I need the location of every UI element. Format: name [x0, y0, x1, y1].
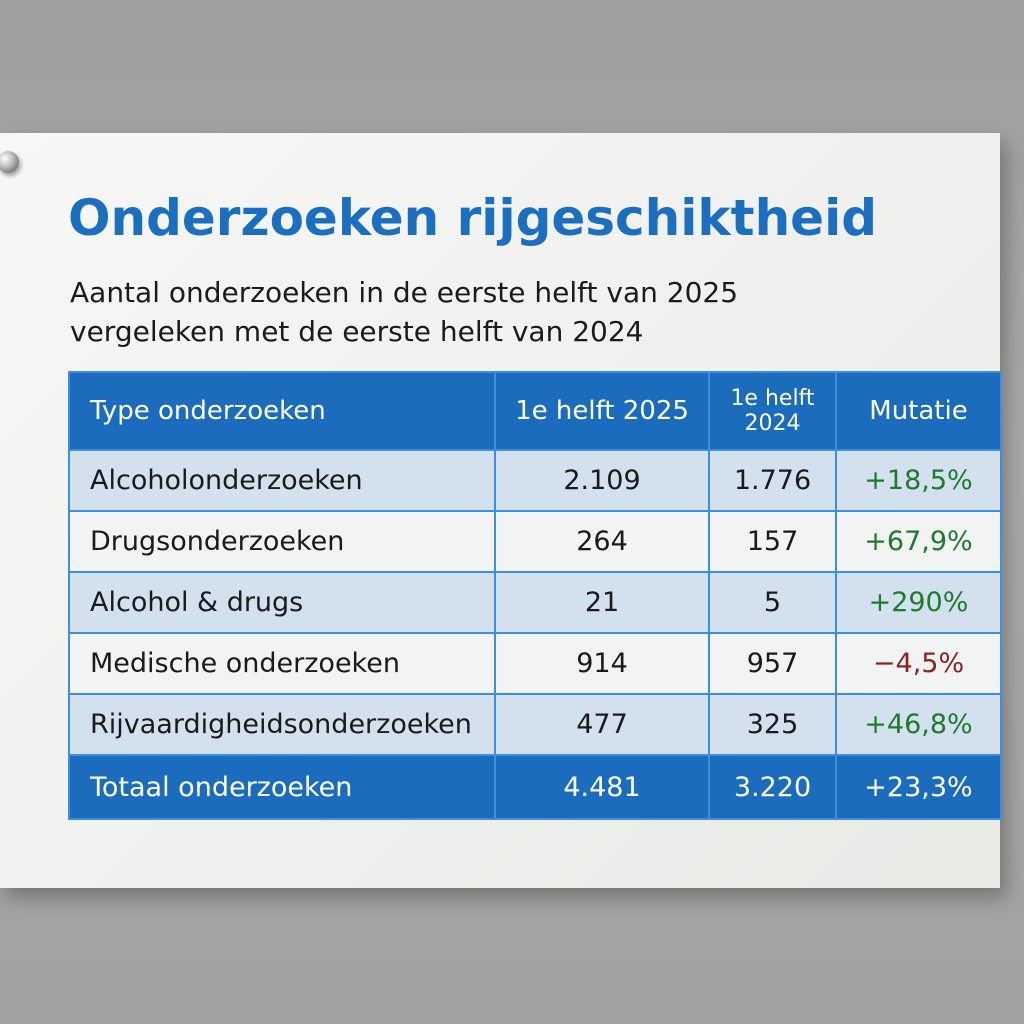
- total-row: Totaal onderzoeken 4.481 3.220 +23,3%: [68, 754, 1002, 820]
- total-type: Totaal onderzoeken: [68, 754, 496, 820]
- card-subtitle: Aantal onderzoeken in de eerste helft va…: [70, 273, 738, 351]
- table-footer: Totaal onderzoeken 4.481 3.220 +23,3%: [68, 754, 1002, 820]
- header-mutation: Mutatie: [835, 371, 1002, 451]
- row-value-2025: 477: [494, 693, 710, 756]
- row-value-2025: 264: [494, 510, 710, 573]
- header-2024-line-1: 1e helft: [730, 386, 815, 411]
- row-type: Medische onderzoeken: [68, 632, 496, 695]
- table-row: Alcoholonderzoeken 2.109 1.776 +18,5%: [68, 449, 1002, 512]
- row-value-2024: 325: [708, 693, 837, 756]
- table-header-row: Type onderzoeken 1e helft 2025 1e helft …: [68, 371, 1002, 451]
- table-header: Type onderzoeken 1e helft 2025 1e helft …: [68, 371, 1002, 451]
- row-mutation: +290%: [835, 571, 1002, 634]
- row-type: Alcohol & drugs: [68, 571, 496, 634]
- subtitle-line-2: vergeleken met de eerste helft van 2024: [70, 315, 644, 348]
- row-mutation: +67,9%: [835, 510, 1002, 573]
- row-value-2025: 914: [494, 632, 710, 695]
- row-mutation: +18,5%: [835, 449, 1002, 512]
- table-body: Alcoholonderzoeken 2.109 1.776 +18,5% Dr…: [68, 449, 1002, 756]
- push-pin-icon: [0, 151, 19, 173]
- table-row: Drugsonderzoeken 264 157 +67,9%: [68, 510, 1002, 573]
- table-row: Medische onderzoeken 914 957 −4,5%: [68, 632, 1002, 695]
- table-row: Alcohol & drugs 21 5 +290%: [68, 571, 1002, 634]
- row-type: Rijvaardigheidsonderzoeken: [68, 693, 496, 756]
- table-row: Rijvaardigheidsonderzoeken 477 325 +46,8…: [68, 693, 1002, 756]
- total-value-2024: 3.220: [708, 754, 837, 820]
- row-value-2025: 2.109: [494, 449, 710, 512]
- header-2024-line-2: 2024: [744, 411, 801, 436]
- row-mutation: +46,8%: [835, 693, 1002, 756]
- row-type: Drugsonderzoeken: [68, 510, 496, 573]
- total-mutation: +23,3%: [835, 754, 1002, 820]
- header-type: Type onderzoeken: [68, 371, 496, 451]
- row-mutation: −4,5%: [835, 632, 1002, 695]
- row-type: Alcoholonderzoeken: [68, 449, 496, 512]
- row-value-2024: 957: [708, 632, 837, 695]
- info-card: Onderzoeken rijgeschiktheid Aantal onder…: [0, 133, 1002, 888]
- header-2025: 1e helft 2025: [494, 371, 710, 451]
- row-value-2024: 5: [708, 571, 837, 634]
- subtitle-line-1: Aantal onderzoeken in de eerste helft va…: [70, 276, 739, 309]
- row-value-2024: 1.776: [708, 449, 837, 512]
- statistics-table: Type onderzoeken 1e helft 2025 1e helft …: [68, 371, 1002, 820]
- row-value-2024: 157: [708, 510, 837, 573]
- card-title: Onderzoeken rijgeschiktheid: [68, 189, 878, 247]
- row-value-2025: 21: [494, 571, 710, 634]
- total-value-2025: 4.481: [494, 754, 710, 820]
- header-2024: 1e helft 2024: [708, 371, 837, 451]
